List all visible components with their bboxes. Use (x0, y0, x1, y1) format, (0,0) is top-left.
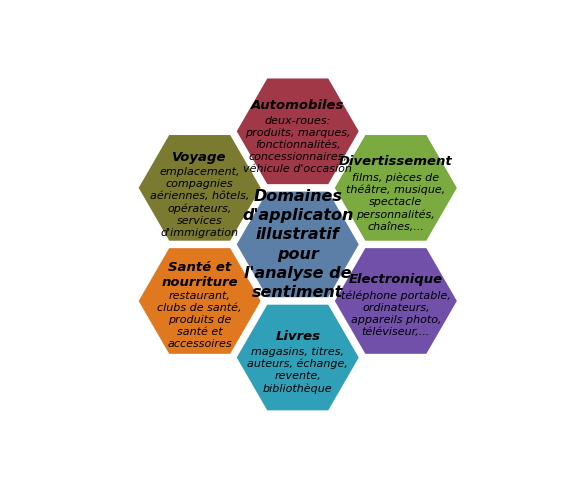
Text: magasins, titres,
auteurs, échange,
revente,
bibliothèque: magasins, titres, auteurs, échange, reve… (248, 347, 348, 394)
Polygon shape (234, 76, 361, 186)
Polygon shape (234, 302, 361, 412)
Text: Divertissement: Divertissement (339, 155, 453, 168)
Polygon shape (332, 246, 459, 356)
Text: Domaines
d'applicaton
illustratif
pour
l'analyse de
sentiment: Domaines d'applicaton illustratif pour l… (242, 189, 353, 300)
Polygon shape (137, 246, 263, 356)
Text: Electronique: Electronique (349, 273, 443, 287)
Text: Santé et
nourriture: Santé et nourriture (162, 261, 238, 289)
Text: emplacement,
compagnies
aériennes, hôtels,
opérateurs,
services
d'immigration: emplacement, compagnies aériennes, hôtel… (150, 167, 249, 238)
Polygon shape (137, 133, 263, 243)
Text: restaurant,
clubs de santé,
produits de
santé et
accessoires: restaurant, clubs de santé, produits de … (157, 291, 242, 349)
Polygon shape (332, 133, 459, 243)
Text: Automobiles: Automobiles (251, 99, 345, 112)
Text: téléphone portable,
ordinateurs,
appareils photo,
téléviseur,...: téléphone portable, ordinateurs, apparei… (341, 290, 451, 337)
Polygon shape (234, 190, 361, 299)
Text: deux-roues:
produits, marques,
fonctionnalités,
concessionnaires,
véhicule d'occ: deux-roues: produits, marques, fonctionn… (243, 116, 352, 174)
Text: films, pièces de
théâtre, musique,
spectacle
personnalités,
chaînes,...: films, pièces de théâtre, musique, spect… (346, 172, 446, 232)
Text: Livres: Livres (275, 330, 320, 343)
Text: Voyage: Voyage (173, 151, 227, 164)
